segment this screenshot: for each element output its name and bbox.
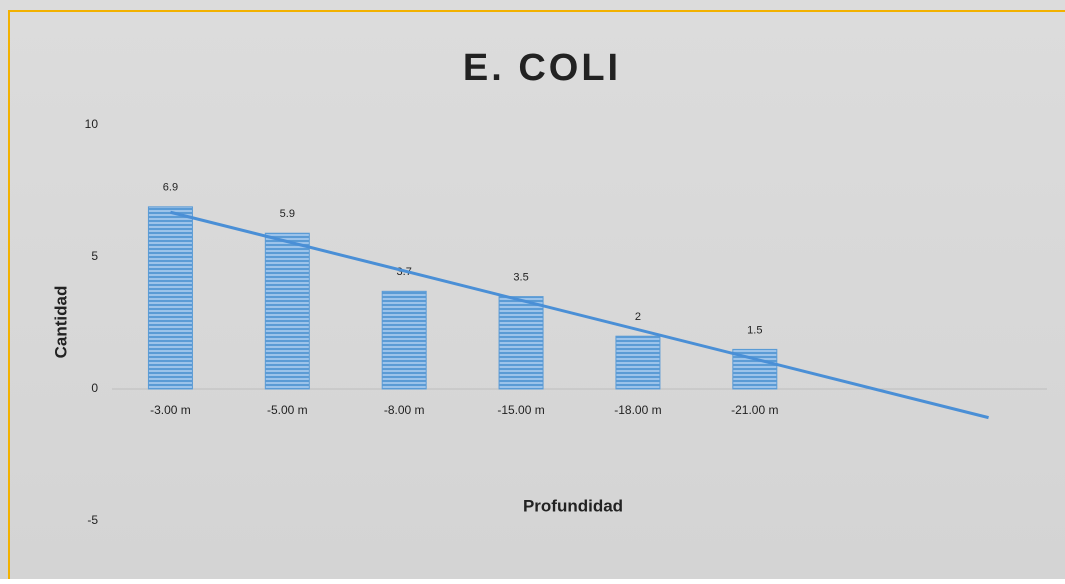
trendline bbox=[170, 210, 989, 420]
x-tick-label: -15.00 m bbox=[497, 403, 544, 417]
x-tick-label: -8.00 m bbox=[384, 403, 425, 417]
x-tick-label: -18.00 m bbox=[614, 403, 661, 417]
bar bbox=[147, 206, 193, 390]
x-tick-label: -3.00 m bbox=[150, 403, 191, 417]
y-tick-label: 0 bbox=[91, 381, 98, 395]
data-label: 2 bbox=[635, 311, 641, 323]
data-label: 1.5 bbox=[747, 324, 762, 336]
x-tick-label: -21.00 m bbox=[731, 403, 778, 417]
y-tick-label: 10 bbox=[85, 117, 99, 131]
x-tick-label: -5.00 m bbox=[267, 403, 308, 417]
data-label: 6.9 bbox=[163, 182, 178, 194]
bar bbox=[381, 290, 427, 390]
y-tick-label: 5 bbox=[91, 249, 98, 263]
bar bbox=[615, 335, 661, 390]
bar bbox=[264, 232, 310, 390]
chart-title: E. COLI bbox=[463, 47, 621, 89]
y-axis-label: Cantidad bbox=[51, 286, 70, 359]
y-tick-label: -5 bbox=[87, 513, 98, 527]
bar bbox=[498, 296, 544, 390]
x-axis-label: Profundidad bbox=[523, 496, 623, 515]
data-label: 3.5 bbox=[513, 272, 528, 284]
data-label: 5.9 bbox=[280, 208, 295, 220]
frame bbox=[8, 10, 1065, 579]
